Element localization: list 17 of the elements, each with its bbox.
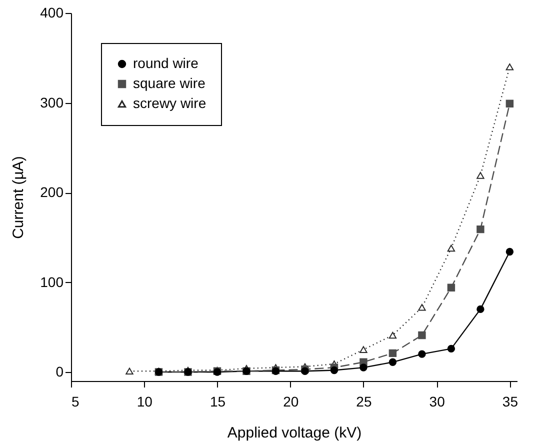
y-tick-label: 200 — [40, 184, 64, 200]
x-tick-label: 25 — [356, 394, 372, 410]
y-tick-label: 300 — [40, 94, 64, 110]
y-tick-label: 0 — [56, 364, 64, 380]
y-tick-label: 400 — [40, 4, 64, 20]
legend-label: screwy wire — [133, 95, 206, 111]
x-tick-label: 15 — [210, 394, 226, 410]
y-tick-label: 100 — [40, 274, 64, 290]
y-axis-title: Current (µA) — [10, 156, 28, 239]
x-tick-label: 10 — [136, 394, 153, 410]
legend-label: round wire — [133, 55, 199, 71]
x-tick-label: 30 — [429, 394, 446, 410]
x-tick-label: 5 — [72, 394, 80, 410]
legend-label: square wire — [133, 75, 206, 91]
x-axis-title: Applied voltage (kV) — [227, 424, 362, 442]
x-tick-label: 35 — [502, 394, 518, 410]
x-tick-label: 20 — [283, 394, 299, 410]
